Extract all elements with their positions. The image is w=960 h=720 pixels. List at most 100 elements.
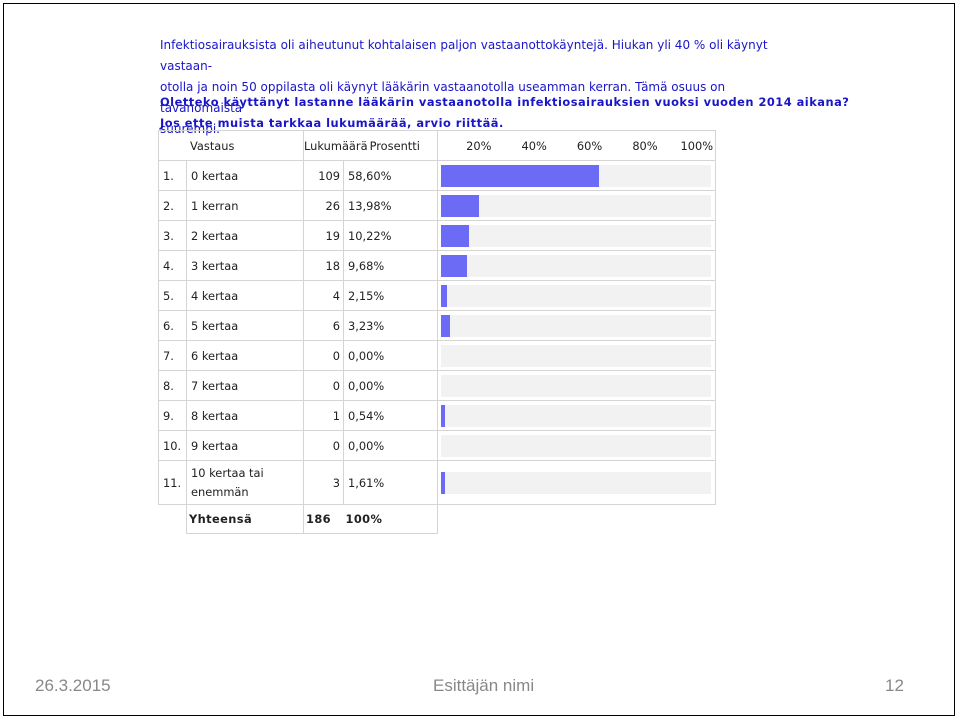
row-label: 4 kertaa (185, 280, 305, 311)
footer-date: 26.3.2015 (35, 676, 111, 695)
row-bar-cell (437, 160, 717, 191)
row-label: 6 kertaa (185, 340, 305, 371)
row-number: 8. (158, 370, 187, 401)
scale-label: 100% (680, 138, 714, 153)
row-bar-cell (437, 370, 717, 401)
row-bar-cell (437, 460, 717, 505)
row-count: 4 (303, 280, 345, 311)
bar-track (441, 194, 712, 217)
row-label: 9 kertaa (185, 430, 305, 461)
row-bar-cell (437, 250, 717, 281)
bar (441, 404, 446, 427)
table-row: 8. 7 kertaa 0 0,00% (158, 370, 717, 401)
header-count: Lukumäärä (304, 138, 368, 153)
bar (441, 284, 447, 307)
total-percent: 100% (343, 504, 439, 534)
row-bar-cell (437, 220, 717, 251)
scale-label: 60% (576, 138, 603, 153)
table-row: 5. 4 kertaa 4 2,15% (158, 280, 717, 311)
total-count: 186 (303, 504, 344, 534)
row-percent: 3,23% (343, 310, 439, 341)
table-row: 11. 10 kertaa tai enemmän 3 1,61% (158, 460, 717, 505)
table-row: 4. 3 kertaa 18 9,68% (158, 250, 717, 281)
row-number: 11. (158, 460, 187, 505)
row-label: 10 kertaa tai enemmän (185, 460, 305, 505)
row-bar-cell (437, 430, 717, 461)
row-percent: 0,00% (343, 370, 439, 401)
row-label: 7 kertaa (185, 370, 305, 401)
results-table: Vastaus Lukumäärä Prosentti 20% 40% 60% 80% 1… (157, 130, 717, 534)
row-number: 1. (158, 160, 187, 191)
header-count-percent: Lukumäärä Prosentti (303, 130, 439, 161)
scale-label: 40% (521, 138, 547, 153)
intro-text: Infektiosairauksista oli aiheutunut koht… (160, 35, 810, 140)
bar (441, 254, 468, 277)
bar (441, 194, 479, 217)
row-percent: 10,22% (343, 220, 439, 251)
row-count: 0 (303, 340, 345, 371)
row-count: 1 (303, 400, 345, 431)
row-bar-cell (437, 400, 717, 431)
row-label: 2 kertaa (185, 220, 305, 251)
table-row: 9. 8 kertaa 1 0,54% (158, 400, 717, 431)
table-row: 7. 6 kertaa 0 0,00% (158, 340, 717, 371)
row-percent: 0,54% (343, 400, 439, 431)
table-row: 1. 0 kertaa 109 58,60% (158, 160, 717, 191)
row-number: 7. (158, 340, 187, 371)
bar-track (441, 374, 712, 397)
table-row: 3. 2 kertaa 19 10,22% (158, 220, 717, 251)
slide-frame (3, 3, 955, 716)
total-empty (438, 505, 716, 534)
bar-track (441, 434, 712, 457)
row-number: 3. (158, 220, 187, 251)
row-number: 2. (158, 190, 187, 221)
bar (441, 164, 600, 187)
row-label: 8 kertaa (185, 400, 305, 431)
row-count: 0 (303, 430, 345, 461)
header-scale: 20% 40% 60% 80% 100% (437, 130, 717, 161)
row-number: 10. (158, 430, 187, 461)
row-bar-cell (437, 310, 717, 341)
question-line-2: Jos ette muista tarkkaa lukumäärää, arvi… (160, 116, 504, 130)
bar (441, 314, 450, 337)
table-row: 10. 9 kertaa 0 0,00% (158, 430, 717, 461)
intro-line-1: Infektiosairauksista oli aiheutunut koht… (160, 38, 768, 73)
scale-label: 20% (466, 138, 492, 153)
row-percent: 0,00% (343, 430, 439, 461)
bar-track (441, 164, 712, 187)
row-percent: 0,00% (343, 340, 439, 371)
row-count: 109 (303, 160, 345, 191)
table-row: 2. 1 kerran 26 13,98% (158, 190, 717, 221)
bar-track (441, 314, 712, 337)
footer-presenter: Esittäjän nimi (433, 676, 535, 695)
row-count: 18 (303, 250, 345, 281)
scale-label: 80% (632, 138, 658, 153)
footer-page-number: 12 (885, 676, 904, 695)
row-percent: 2,15% (343, 280, 439, 311)
row-label: 3 kertaa (185, 250, 305, 281)
intro-line-2: otolla ja noin 50 oppilasta oli käynyt l… (160, 80, 726, 115)
bar (441, 471, 446, 494)
row-label: 5 kertaa (185, 310, 305, 341)
row-percent: 13,98% (343, 190, 439, 221)
bar (441, 224, 469, 247)
row-count: 0 (303, 370, 345, 401)
row-number: 9. (158, 400, 187, 431)
row-percent: 9,68% (343, 250, 439, 281)
row-count: 26 (303, 190, 345, 221)
row-count: 19 (303, 220, 345, 251)
row-percent: 58,60% (343, 160, 439, 191)
row-bar-cell (437, 340, 717, 371)
row-percent: 1,61% (343, 460, 439, 505)
question-text: Oletteko käyttänyt lastanne lääkärin vas… (160, 92, 860, 134)
bar-track (441, 471, 712, 494)
total-label: Yhteensä (185, 504, 305, 534)
total-row: Yhteensä 186 100% (159, 504, 716, 534)
row-count: 6 (303, 310, 345, 341)
bar-track (441, 404, 712, 427)
row-label: 1 kerran (185, 190, 305, 221)
table-header-row: Vastaus Lukumäärä Prosentti 20% 40% 60% 80% 1… (157, 130, 717, 161)
bar-track (441, 254, 712, 277)
header-percent: Prosentti (369, 138, 420, 153)
row-count: 3 (303, 460, 345, 505)
